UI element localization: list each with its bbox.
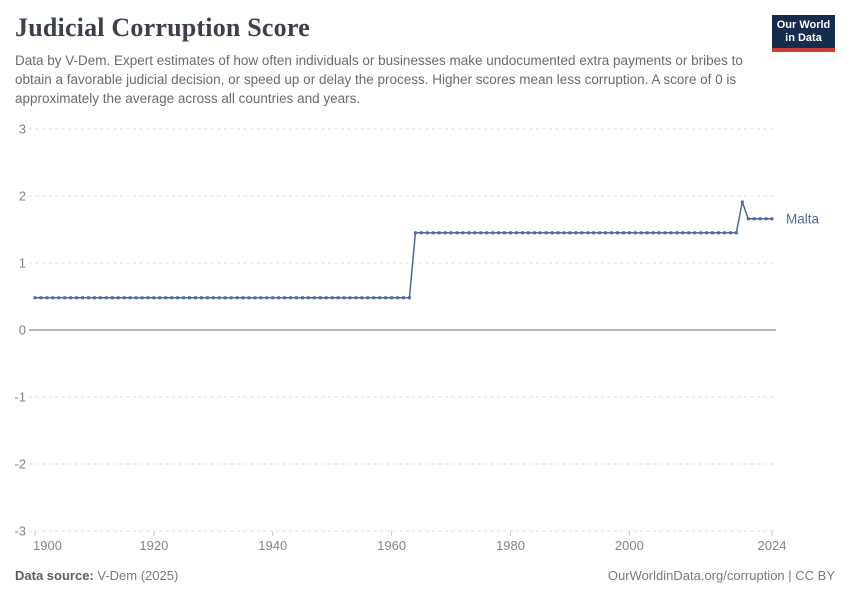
owid-logo: Our World in Data — [772, 15, 835, 52]
y-tick-label: -2 — [14, 457, 26, 472]
owid-logo-line2: in Data — [785, 32, 822, 44]
x-axis: 1900 1920 1940 1960 1980 2000 2024 — [33, 531, 786, 553]
chart-footer: Data source: V-Dem (2025) OurWorldinData… — [15, 568, 835, 583]
owid-logo-line1: Our World — [776, 19, 831, 31]
data-source-label: Data source: — [15, 568, 94, 583]
y-tick-label: 2 — [19, 189, 26, 204]
x-tick-label: 1980 — [496, 538, 525, 553]
x-tick-label: 1900 — [33, 538, 62, 553]
y-tick-label: 1 — [19, 256, 26, 271]
series-markers — [33, 200, 774, 300]
series-malta: Malta — [33, 200, 820, 300]
y-tick-label: -1 — [14, 390, 26, 405]
x-tick-label: 1920 — [139, 538, 168, 553]
y-tick-label: 3 — [19, 122, 26, 137]
chart-subtitle: Data by V-Dem. Expert estimates of how o… — [15, 53, 743, 106]
y-tick-label: 0 — [19, 323, 26, 338]
x-tick-label: 1940 — [258, 538, 287, 553]
x-tick-label: 1960 — [377, 538, 406, 553]
page-title: Judicial Corruption Score — [15, 13, 310, 42]
data-source-value: V-Dem (2025) — [97, 568, 179, 583]
series-line — [35, 201, 772, 299]
x-tick-label: 2024 — [758, 538, 787, 553]
x-tick-label: 2000 — [615, 538, 644, 553]
y-gridlines: 3 2 1 0 -1 -2 -3 — [14, 122, 776, 539]
data-source: Data source: V-Dem (2025) — [15, 568, 178, 583]
footer-citation-link[interactable]: OurWorldinData.org/corruption | CC BY — [607, 568, 835, 583]
y-tick-label: -3 — [14, 524, 26, 539]
entity-label: Malta — [786, 211, 820, 226]
